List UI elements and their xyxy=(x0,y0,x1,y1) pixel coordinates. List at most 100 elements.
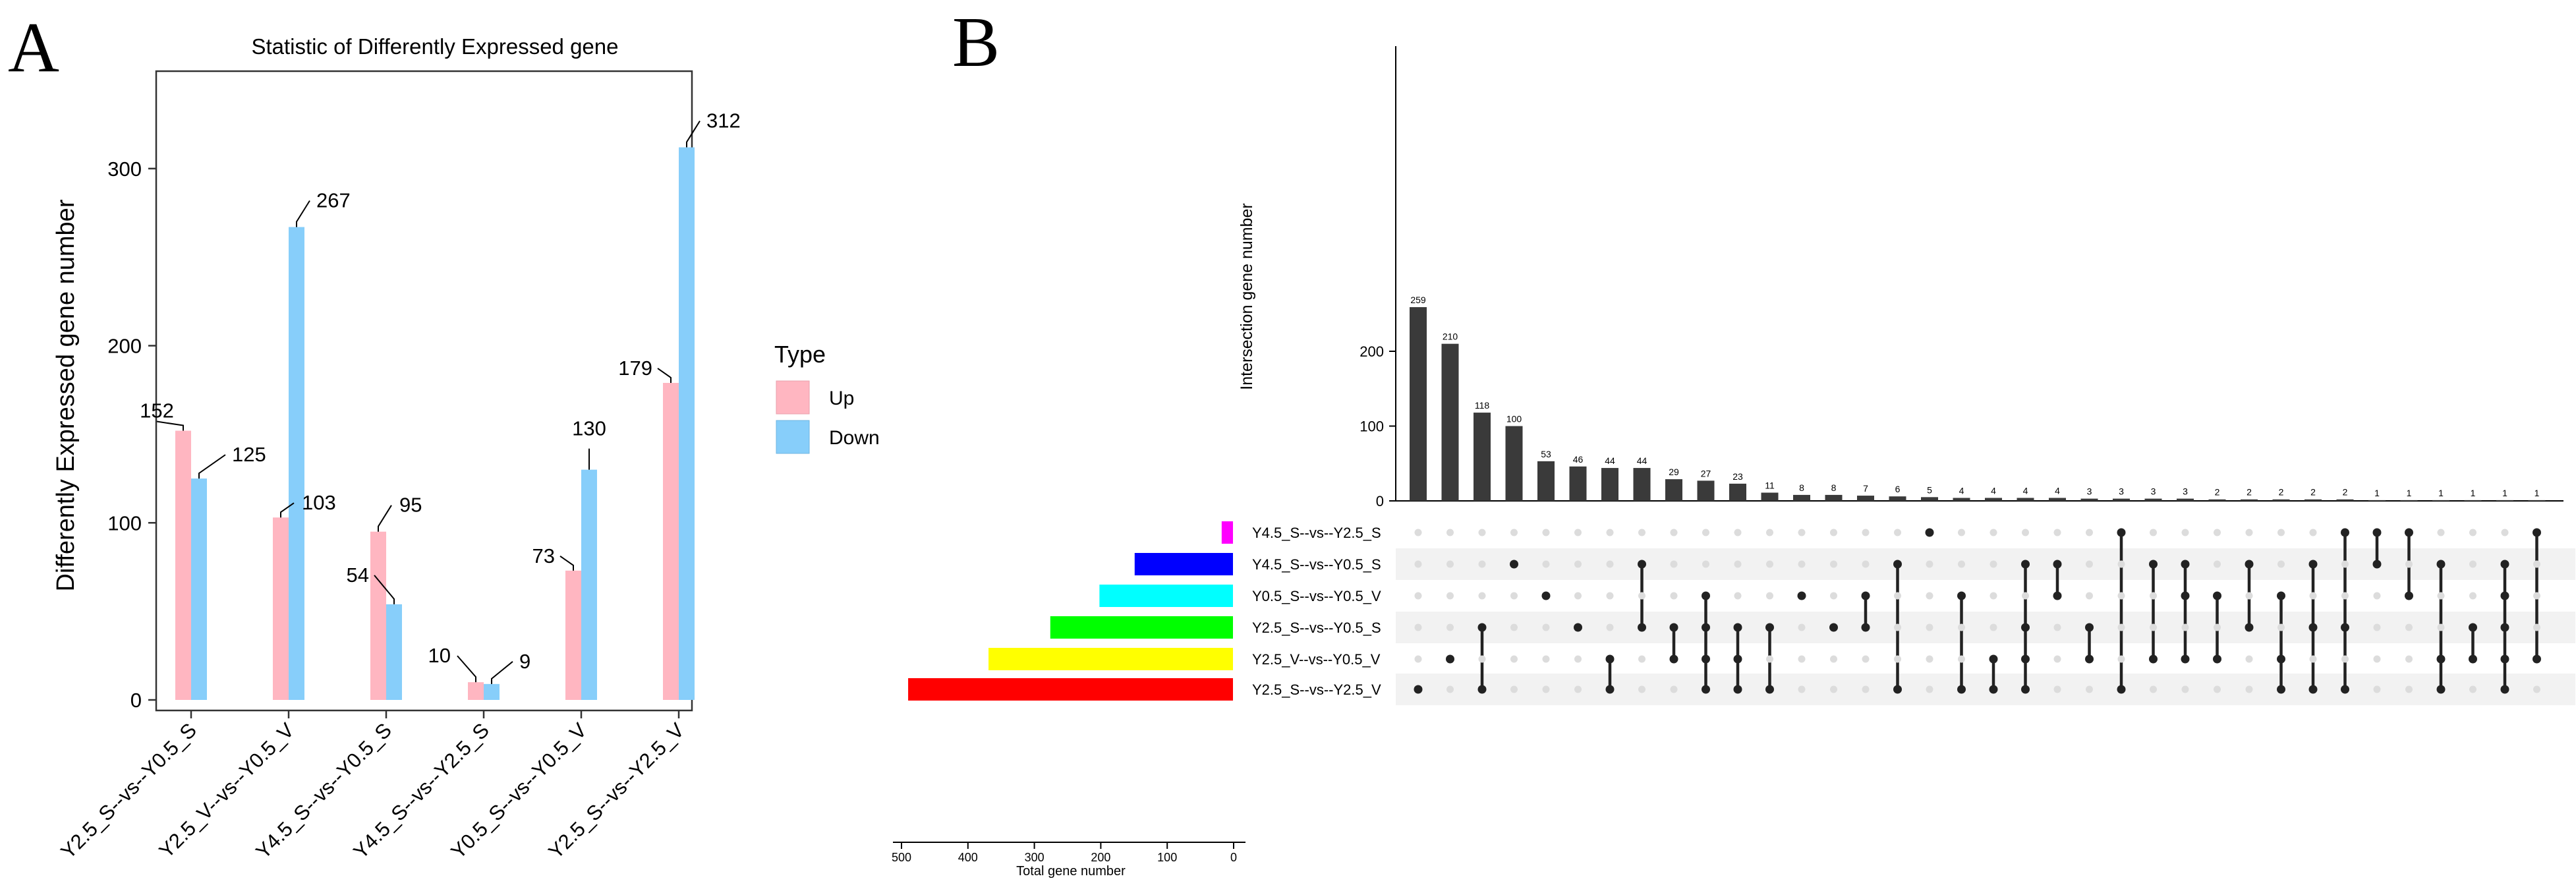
matrix-dot-active xyxy=(2245,623,2254,632)
y-tick-label: 200 xyxy=(107,335,142,358)
set-size-tick-label: 0 xyxy=(1230,851,1237,864)
matrix-dot-inactive xyxy=(1766,529,1773,536)
matrix-dot-inactive xyxy=(2214,685,2221,693)
set-size-bars xyxy=(907,520,1235,702)
matrix-dot-active xyxy=(1446,654,1454,664)
intersection-bar xyxy=(2080,498,2098,501)
matrix-dot-inactive xyxy=(1958,655,1965,663)
legend-label-up: Up xyxy=(829,388,854,409)
matrix-dot-inactive xyxy=(2181,685,2189,693)
intersection-bar xyxy=(1410,307,1427,501)
intersection-bar xyxy=(1633,468,1651,501)
intersection-bar-label: 3 xyxy=(2087,486,2092,497)
label-leader-line xyxy=(457,655,476,683)
intersection-bar-label: 5 xyxy=(1927,484,1932,495)
matrix-dot-inactive xyxy=(1670,592,1678,600)
matrix-dot-inactive xyxy=(1989,560,1997,568)
label-leader-line xyxy=(559,556,574,571)
matrix-dot-inactive xyxy=(1606,560,1614,568)
matrix-dot-active xyxy=(1702,623,1710,632)
intersection-bar xyxy=(1569,466,1587,501)
chart-a-data-labels: 152 125 103 267 95 54 10 9 73 130 179 312 xyxy=(140,109,741,684)
label-leader-line xyxy=(280,502,295,518)
matrix-dot-active xyxy=(2085,654,2094,664)
intersection-bar xyxy=(2432,500,2449,501)
set-name-label: Y4.5_S--vs--Y0.5_S xyxy=(1252,556,1381,573)
matrix-dot-active xyxy=(2405,591,2413,600)
bar-down xyxy=(289,227,304,700)
matrix-dot-inactive xyxy=(1894,529,1901,536)
matrix-dot-inactive xyxy=(1798,560,1806,568)
intersection-bar-label: 4 xyxy=(2023,485,2028,496)
intersection-bar xyxy=(2304,499,2322,501)
bar-up xyxy=(468,682,484,700)
intersection-bar xyxy=(1953,498,1970,501)
matrix-dot-inactive xyxy=(1414,655,1422,663)
matrix-dot-active xyxy=(2341,528,2349,537)
matrix-row-stripe xyxy=(1396,674,2575,705)
set-size-bar xyxy=(1133,552,1235,577)
matrix-dot-inactive xyxy=(1574,655,1582,663)
matrix-dot-active xyxy=(2053,560,2062,569)
matrix-dot-active xyxy=(2372,528,2382,537)
intersection-bar xyxy=(2400,500,2418,501)
matrix-dot-inactive xyxy=(2214,623,2221,631)
data-label-up: 95 xyxy=(399,494,422,517)
matrix-dot-active xyxy=(1925,528,1934,537)
intersection-bar-label: 44 xyxy=(1605,455,1615,466)
matrix-row-stripe xyxy=(1396,548,2575,580)
matrix-dot-inactive xyxy=(2533,685,2540,693)
y-tick-label: 200 xyxy=(1360,343,1384,360)
matrix-dot-inactive xyxy=(1989,592,1997,600)
intersection-bar xyxy=(2368,500,2386,501)
data-label-up: 179 xyxy=(618,357,652,380)
intersection-bar-label: 4 xyxy=(2055,485,2060,496)
matrix-dot-inactive xyxy=(1989,623,1997,631)
matrix-dot-active xyxy=(1638,560,1646,569)
intersection-bar xyxy=(1857,496,1874,501)
intersection-bar-label: 44 xyxy=(1637,455,1647,466)
matrix-dot-inactive xyxy=(2053,655,2061,663)
matrix-dot-inactive xyxy=(1638,655,1646,663)
matrix-dot-inactive xyxy=(2533,592,2540,600)
label-leader-line xyxy=(657,368,672,383)
intersection-bar xyxy=(1505,426,1523,501)
matrix-dot-inactive xyxy=(1830,592,1837,600)
matrix-dot-inactive xyxy=(1446,685,1454,693)
matrix-dot-inactive xyxy=(1542,685,1550,693)
data-label-down: 312 xyxy=(706,109,741,132)
matrix-dot-active xyxy=(2181,591,2190,600)
set-size-bar xyxy=(1048,615,1235,640)
data-label-down: 9 xyxy=(519,650,530,673)
intersection-bar-label: 259 xyxy=(1410,295,1426,305)
matrix-dot-inactive xyxy=(1606,529,1614,536)
intersection-bar-label: 2 xyxy=(2343,487,2348,498)
matrix-dot-inactive xyxy=(2053,529,2061,536)
intersection-bar-label: 210 xyxy=(1443,332,1458,342)
set-size-bar-outline xyxy=(1050,616,1233,639)
matrix-dot-inactive xyxy=(2437,592,2445,600)
matrix-dot-active xyxy=(1638,623,1646,632)
matrix-dot-active xyxy=(1957,685,1966,694)
matrix-dot-active xyxy=(1702,591,1710,600)
matrix-dot-inactive xyxy=(1926,685,1933,693)
matrix-dot-active xyxy=(2117,685,2126,694)
intersection-bar-label: 4 xyxy=(1959,485,1964,496)
matrix-dot-inactive xyxy=(2501,529,2509,536)
set-size-bar-outline xyxy=(1099,585,1233,607)
intersection-bar xyxy=(2241,499,2258,501)
intersection-bar xyxy=(1889,496,1906,501)
matrix-dot-inactive xyxy=(2117,623,2125,631)
matrix-dot-active xyxy=(2436,560,2446,569)
intersection-bar xyxy=(2177,498,2194,501)
intersection-bar xyxy=(2528,500,2546,501)
matrix-dot-inactive xyxy=(2245,592,2253,600)
set-name-label: Y2.5_S--vs--Y0.5_S xyxy=(1252,620,1381,636)
matrix-dot-inactive xyxy=(1926,592,1933,600)
matrix-dot-inactive xyxy=(2214,529,2221,536)
bar-down xyxy=(581,469,597,700)
matrix-dot-inactive xyxy=(1510,592,1518,600)
set-size-x-axis-title: Total gene number xyxy=(1016,864,1126,879)
